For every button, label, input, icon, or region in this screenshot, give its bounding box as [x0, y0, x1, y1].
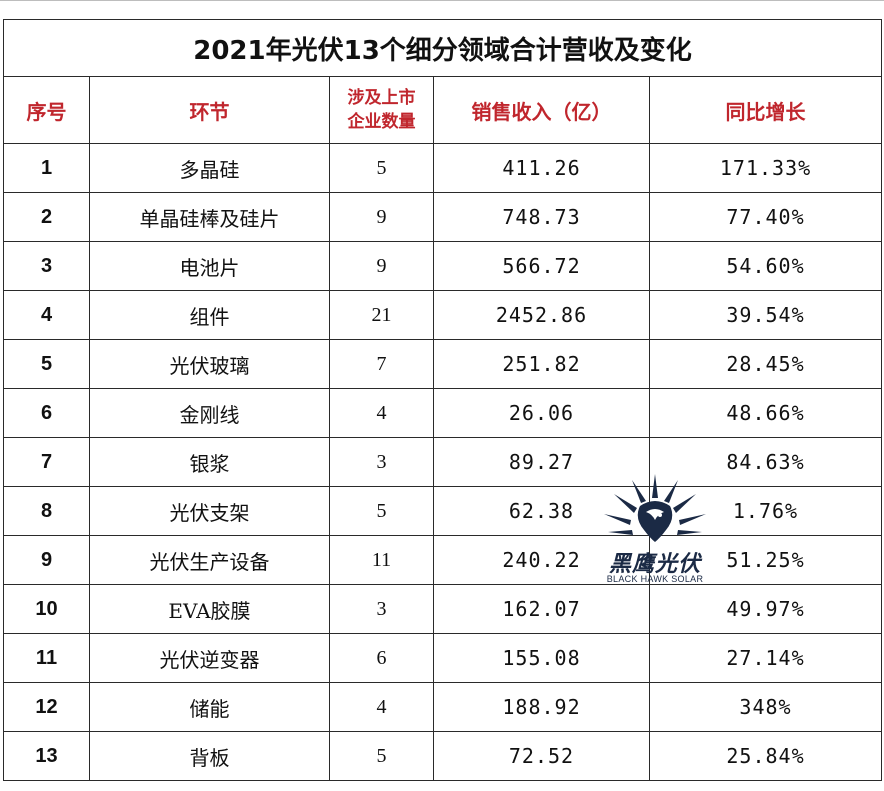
row-growth: 49.97% [648, 584, 883, 634]
row-revenue: 748.73 [433, 192, 650, 242]
row-growth: 54.60% [648, 241, 883, 291]
row-segment: 光伏生产设备 [89, 535, 330, 585]
table-row: 9 光伏生产设备 11 240.22 51.25% [3, 535, 883, 585]
row-index: 11 [3, 633, 90, 683]
row-index: 12 [3, 682, 90, 732]
row-revenue: 62.38 [433, 486, 650, 536]
row-growth: 171.33% [648, 143, 883, 193]
row-index: 3 [3, 241, 90, 291]
row-revenue: 72.52 [433, 731, 650, 781]
table-row: 6 金刚线 4 26.06 48.66% [3, 388, 883, 438]
row-revenue: 251.82 [433, 339, 650, 389]
row-company-count: 4 [329, 388, 434, 438]
row-company-count: 9 [329, 241, 434, 291]
header-growth: 同比增长 [648, 76, 883, 144]
table-row: 3 电池片 9 566.72 54.60% [3, 241, 883, 291]
row-revenue: 26.06 [433, 388, 650, 438]
row-segment: 银浆 [89, 437, 330, 487]
row-revenue: 162.07 [433, 584, 650, 634]
title-row: 2021年光伏13个细分领域合计营收及变化 [2, 19, 883, 77]
header-companies-line2: 企业数量 [347, 112, 416, 132]
row-company-count: 3 [329, 584, 434, 634]
row-index: 1 [3, 143, 90, 193]
table-row: 2 单晶硅棒及硅片 9 748.73 77.40% [3, 192, 883, 242]
row-growth: 28.45% [648, 339, 883, 389]
row-revenue: 155.08 [433, 633, 650, 683]
row-index: 10 [3, 584, 90, 634]
table-row: 12 储能 4 188.92 348% [3, 682, 883, 732]
table-row: 10 EVA胶膜 3 162.07 49.97% [3, 584, 883, 634]
row-segment: 单晶硅棒及硅片 [89, 192, 330, 242]
revenue-table: 2021年光伏13个细分领域合计营收及变化 序号 环节 涉及上市 企业数量 销售… [2, 19, 883, 781]
row-company-count: 11 [329, 535, 434, 585]
row-company-count: 3 [329, 437, 434, 487]
row-growth: 25.84% [648, 731, 883, 781]
row-company-count: 5 [329, 143, 434, 193]
table-body: 1 多晶硅 5 411.26 171.33% 2 单晶硅棒及硅片 9 748.73 77.40% 3… [3, 143, 883, 781]
row-revenue: 188.92 [433, 682, 650, 732]
table-row: 13 背板 5 72.52 25.84% [3, 731, 883, 781]
row-growth: 77.40% [648, 192, 883, 242]
row-growth: 84.63% [648, 437, 883, 487]
row-segment: 背板 [89, 731, 330, 781]
row-segment: 组件 [89, 290, 330, 340]
table-row: 5 光伏玻璃 7 251.82 28.45% [3, 339, 883, 389]
row-company-count: 5 [329, 731, 434, 781]
header-revenue: 销售收入（亿） [433, 76, 650, 144]
header-segment: 环节 [89, 76, 330, 144]
row-index: 13 [3, 731, 90, 781]
row-growth: 48.66% [648, 388, 883, 438]
row-index: 6 [3, 388, 90, 438]
row-revenue: 411.26 [433, 143, 650, 193]
header-row: 序号 环节 涉及上市 企业数量 销售收入（亿） 同比增长 [3, 76, 883, 144]
row-company-count: 7 [329, 339, 434, 389]
row-revenue: 566.72 [433, 241, 650, 291]
row-index: 9 [3, 535, 90, 585]
row-revenue: 89.27 [433, 437, 650, 487]
row-revenue: 2452.86 [433, 290, 650, 340]
row-segment: 储能 [89, 682, 330, 732]
row-segment: 光伏玻璃 [89, 339, 330, 389]
header-index: 序号 [3, 76, 90, 144]
header-companies-line1: 涉及上市 [347, 88, 416, 108]
row-growth: 27.14% [648, 633, 883, 683]
row-company-count: 5 [329, 486, 434, 536]
row-segment: 电池片 [89, 241, 330, 291]
row-index: 2 [3, 192, 90, 242]
table-row: 8 光伏支架 5 62.38 1.76% [3, 486, 883, 536]
row-growth: 348% [648, 682, 883, 732]
table-row: 4 组件 21 2452.86 39.54% [3, 290, 883, 340]
row-company-count: 21 [329, 290, 434, 340]
top-border-line [0, 0, 884, 1]
row-company-count: 6 [329, 633, 434, 683]
table-row: 1 多晶硅 5 411.26 171.33% [3, 143, 883, 193]
row-company-count: 4 [329, 682, 434, 732]
row-index: 5 [3, 339, 90, 389]
row-revenue: 240.22 [433, 535, 650, 585]
row-index: 4 [3, 290, 90, 340]
table-row: 11 光伏逆变器 6 155.08 27.14% [3, 633, 883, 683]
row-segment: 多晶硅 [89, 143, 330, 193]
row-index: 8 [3, 486, 90, 536]
row-company-count: 9 [329, 192, 434, 242]
row-growth: 51.25% [648, 535, 883, 585]
table-row: 7 银浆 3 89.27 84.63% [3, 437, 883, 487]
row-growth: 39.54% [648, 290, 883, 340]
header-companies: 涉及上市 企业数量 [329, 76, 434, 144]
row-segment: 光伏逆变器 [89, 633, 330, 683]
row-segment: EVA胶膜 [89, 584, 330, 634]
row-segment: 金刚线 [89, 388, 330, 438]
table-title: 2021年光伏13个细分领域合计营收及变化 [2, 19, 883, 77]
row-growth: 1.76% [648, 486, 883, 536]
row-segment: 光伏支架 [89, 486, 330, 536]
row-index: 7 [3, 437, 90, 487]
